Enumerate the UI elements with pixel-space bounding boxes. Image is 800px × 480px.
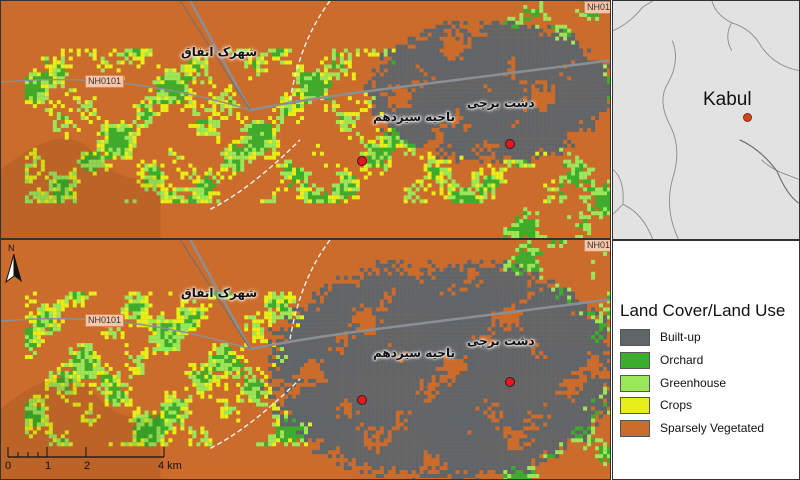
inset-locator-map: Kabul — [612, 0, 800, 240]
legend-swatch — [620, 374, 650, 392]
inset-country-boundaries — [613, 1, 799, 239]
scale-tick-label: 1 — [45, 460, 52, 472]
legend-title: Land Cover/Land Use — [620, 301, 786, 320]
legend-item-label: Orchard — [660, 353, 704, 367]
legend-swatch — [620, 396, 650, 414]
place-label-shahrak-ittifaq: شهرک اتفاق — [181, 286, 258, 300]
legend-item-label: Greenhouse — [660, 376, 727, 390]
location-marker — [505, 377, 515, 387]
north-arrow-icon — [5, 253, 22, 284]
location-marker — [357, 395, 367, 405]
road-label-nh010: NH010 — [584, 1, 610, 14]
legend-panel: Land Cover/Land Use Built-up Orchard Gre… — [612, 240, 800, 480]
inset-city-label: Kabul — [703, 89, 752, 110]
location-marker — [505, 139, 515, 149]
scale-bar — [7, 447, 165, 458]
place-label-nahiya-sizdahum: ناحیه سیزدهم — [373, 346, 456, 360]
place-label-nahiya-sizdahum: ناحیه سیزدهم — [373, 110, 456, 124]
road-label-nh0101: NH0101 — [85, 314, 125, 327]
location-marker — [357, 156, 367, 166]
land-cover-map-bottom: شهرک اتفاق دشت برچی ناحیه سیزدهم NH0101 … — [0, 239, 611, 480]
road-label-nh0101: NH0101 — [85, 75, 125, 88]
inset-city-dot — [743, 113, 752, 122]
legend-swatch — [620, 351, 650, 369]
legend-item-crops: Crops — [620, 395, 692, 415]
legend-item-label: Sparsely Vegetated — [660, 421, 765, 435]
legend-item-sparsely-vegetated: Sparsely Vegetated — [620, 418, 764, 438]
scale-tick-label: 4 km — [158, 460, 182, 472]
legend-swatch — [620, 419, 650, 437]
road-label-nh010: NH010 — [584, 240, 610, 252]
legend-swatch — [620, 328, 650, 346]
land-cover-map-top: شهرک اتفاق دشت برچی ناحیه سیزدهم NH0101 … — [0, 0, 611, 239]
legend-item-label: Crops — [660, 398, 693, 412]
legend-item-built-up: Built-up — [620, 327, 701, 347]
legend-item-label: Built-up — [660, 330, 701, 344]
place-label-dasht-barchi: دشت برچی — [467, 96, 535, 110]
north-arrow-label: N — [8, 243, 15, 253]
place-label-dasht-barchi: دشت برچی — [467, 334, 535, 348]
legend-item-greenhouse: Greenhouse — [620, 373, 726, 393]
legend-item-orchard: Orchard — [620, 350, 703, 370]
land-cover-raster-top — [1, 1, 610, 238]
place-label-shahrak-ittifaq: شهرک اتفاق — [181, 45, 258, 59]
land-cover-raster-bottom — [1, 240, 610, 479]
scale-tick-label: 0 — [5, 460, 12, 472]
scale-tick-label: 2 — [84, 460, 91, 472]
